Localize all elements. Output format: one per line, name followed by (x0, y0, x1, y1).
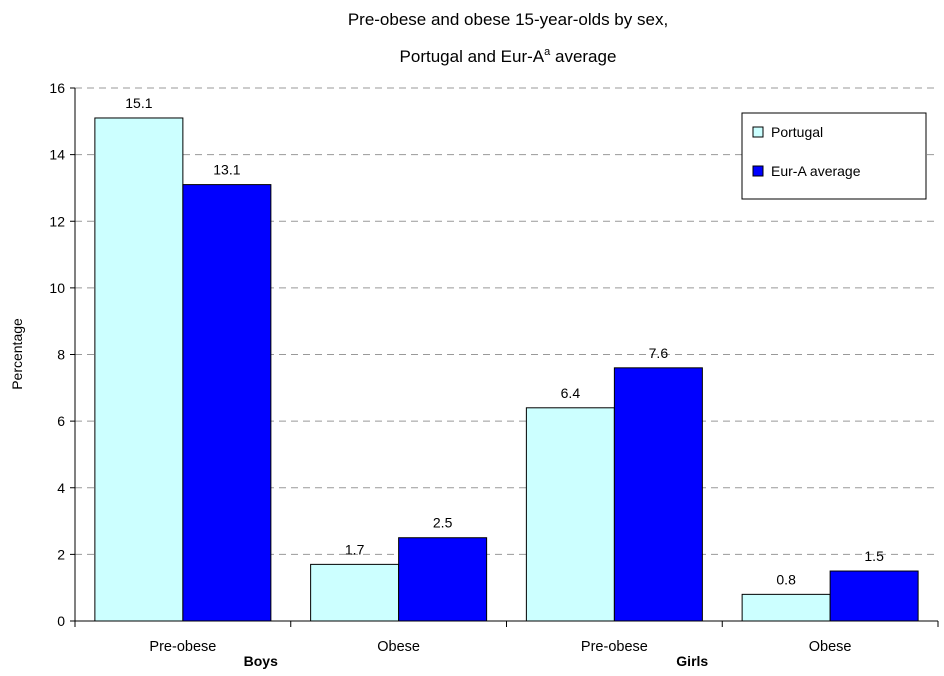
y-tick-label: 14 (49, 147, 65, 163)
data-label-eur-a-average-2: 7.6 (649, 345, 669, 361)
legend-label: Eur-A average (771, 163, 861, 179)
data-label-portugal-1: 1.7 (345, 541, 365, 557)
x-group-label: Girls (676, 653, 708, 669)
y-tick-label: 12 (49, 213, 65, 229)
legend: Portugal Eur-A average (741, 112, 927, 200)
data-label-eur-a-average-3: 1.5 (864, 548, 884, 564)
plot-area: 15.1 1.7 6.4 0.8 13.1 2.5 7.6 1.5 0 2 4 6 8 10 12 14 16 P… (49, 80, 939, 669)
bar-eur-a-average-2 (613, 367, 703, 622)
bar-portugal-3 (741, 593, 831, 622)
bar-eur-a-average-1 (398, 537, 488, 622)
y-tick-label: 8 (57, 347, 65, 363)
bar-portugal-1 (310, 563, 400, 622)
legend-swatch (752, 126, 764, 138)
legend-swatch (752, 165, 764, 177)
y-tick-label: 10 (49, 280, 65, 296)
bar-eur-a-average-0 (182, 184, 272, 622)
legend-box (741, 112, 927, 200)
y-tick-label: 16 (49, 80, 65, 96)
legend-label: Portugal (771, 124, 823, 140)
y-tick-label: 4 (57, 480, 65, 496)
y-tick-label: 0 (57, 613, 65, 629)
data-label-eur-a-average-1: 2.5 (433, 515, 453, 531)
x-category-label: Obese (377, 639, 420, 655)
data-label-portugal-3: 0.8 (776, 571, 796, 587)
x-category-label: Pre-obese (581, 639, 648, 655)
bar-portugal-2 (525, 407, 615, 622)
bar-eur-a-average-3 (829, 570, 919, 622)
x-category-label: Obese (809, 639, 852, 655)
y-axis-title: Percentage (9, 318, 25, 390)
bar-portugal-0 (94, 117, 184, 622)
x-category-label: Pre-obese (149, 639, 216, 655)
x-group-label: Boys (244, 653, 278, 669)
y-tick-label: 2 (57, 546, 65, 562)
data-label-eur-a-average-0: 13.1 (213, 162, 240, 178)
data-label-portugal-0: 15.1 (125, 95, 152, 111)
y-tick-label: 6 (57, 413, 65, 429)
data-label-portugal-2: 6.4 (561, 385, 581, 401)
chart-title-line-2: Portugal and Eur-Aa average (400, 46, 617, 66)
chart-title-line-1: Pre-obese and obese 15-year-olds by sex, (348, 10, 668, 29)
